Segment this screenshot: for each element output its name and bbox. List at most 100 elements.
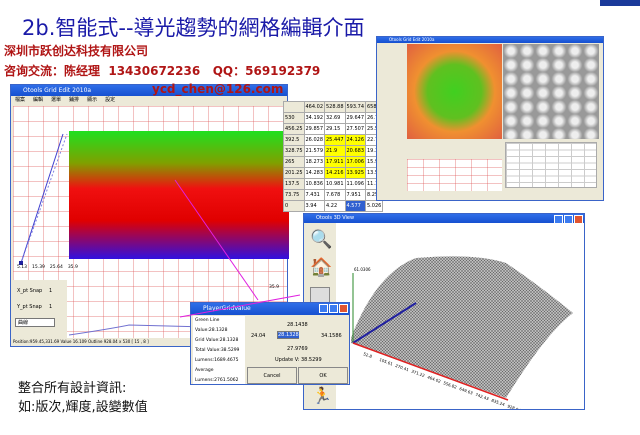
table-cell[interactable]: 10.981 [324,178,346,190]
menu-select[interactable]: 選單 [51,97,62,103]
x-axis-tick: 928.04 [507,403,522,409]
tick: 5.13 [17,265,28,270]
list-item: Total Value:38.5299 [195,348,240,353]
3d-surface[interactable]: 61.0306 52.8 105.61270.41371.22464.02556.… [336,223,584,409]
status-bar: Position:959.45,331.69 Value 16.109 Outl… [13,339,149,344]
table-cell[interactable]: 27.507 [344,123,366,135]
ok-button[interactable]: OK [298,367,348,384]
table-cell[interactable]: 7.678 [324,189,346,201]
list-item: Green Line Value:28.1328 [195,318,228,333]
grid-edit-window: Otools Grid Edit 2010a 檔案 編輯 選單 鋪排 顯示 設定… [10,84,384,347]
table-cell[interactable]: 29.857 [303,123,325,135]
table-cell[interactable]: 17.006 [344,156,366,168]
list-item: Lumens:1689.4675 [195,358,239,363]
profile-curve [19,133,68,265]
table-cell[interactable]: 25.447 [324,134,346,146]
list-item: Grid Value:28.1328 [195,338,239,343]
table-cell[interactable]: 14.216 [324,167,346,179]
cross-section-curve [69,324,284,336]
x-axis-tick: 52.8 [363,351,374,359]
table-row: 201.25 14.283 14.216 13.925 13.55 [283,167,384,179]
maximize-button[interactable] [329,304,338,313]
x-snap-label: X_pt Snap [17,288,43,294]
table-cell[interactable]: 32.69 [324,112,346,124]
menu-edit[interactable]: 編輯 [33,97,44,103]
table-cell[interactable]: 11.096 [344,178,366,190]
table-cell[interactable]: 3.94 [303,200,325,212]
x-snap-stepper[interactable]: 1 [49,288,53,294]
home-icon[interactable]: 🏠 [310,257,333,278]
grid-edit-window-2: Otools Grid Edit 2010a [376,36,604,201]
table-cell[interactable]: 34.192 [303,112,325,124]
tick: 35.9 [67,265,78,270]
table-cell[interactable]: 18.273 [303,156,325,168]
column-header: 593.74 [344,101,366,113]
table-cell[interactable]: 7.951 [344,189,366,201]
company-name: 深圳市跃创达科技有限公司 [4,44,149,58]
corner-bar [600,0,640,6]
luminance-map[interactable] [407,44,502,139]
row-header: 0 [283,200,305,212]
mode-select[interactable]: 曲線 [15,318,55,327]
grid-value-dialog: PlayerGridValue Green Line Value:28.1328… [190,302,350,385]
zoom-icon[interactable]: 🔍 [310,229,333,250]
contact-info: 咨询交流：陈经理 13430672236 QQ：569192379 [4,64,321,78]
row-header: 73.75 [283,189,305,201]
table-cell[interactable]: 4.22 [324,200,346,212]
axis-ticks: 5.13 15.39 25.64 35.9 [17,265,78,270]
table-row: 456.25 29.857 29.15 27.507 25.59 [283,123,384,135]
left-value: 24.04 [251,333,266,339]
table-cell[interactable]: 13.925 [344,167,366,179]
table-row: 0 3.94 4.22 4.577 5.026 [283,200,384,212]
luminance-map[interactable] [69,131,289,259]
top-value: 28.1438 [287,322,308,328]
tick: 25.64 [49,265,63,270]
value-table: 464.02 528.88 593.74 658.6 530 34.192 32.69 29.… [283,101,384,212]
x-axis-tick: 105.61 [379,357,394,367]
column-header: 464.02 [303,101,325,113]
table-row: 530 34.192 32.69 29.647 26.78 [283,112,384,124]
table-cell[interactable]: 26.028 [303,134,325,146]
menu-layout[interactable]: 鋪排 [69,97,80,103]
title-bar: Otools Grid Edit 2010a [11,85,287,96]
caption-line-2: 如:版次,輝度,設變數值 [18,400,148,415]
title-bar: Otools Grid Edit 2010a [377,37,603,43]
email: ycd_chen@126.com [152,82,284,96]
close-button[interactable] [339,304,348,313]
row-header: 265 [283,156,305,168]
cancel-button[interactable]: Cancel [247,367,297,384]
table-cell[interactable]: 24.126 [344,134,366,146]
table-cell[interactable]: 17.911 [324,156,346,168]
info-list[interactable]: Green Line Value:28.1328 Grid Value:28.1… [193,316,245,384]
row-header: 456.25 [283,123,305,135]
tick: 15.39 [32,265,45,270]
update-value: Update V: 38.5299 [275,357,322,363]
grid-value-input[interactable]: 28.1328 [278,332,299,338]
table-cell[interactable]: 4.577 [344,200,366,212]
x-axis-tick: 742.43 [475,392,490,402]
menu-view[interactable]: 顯示 [87,97,98,103]
table-cell[interactable]: 29.15 [324,123,346,135]
minimize-button[interactable] [319,304,328,313]
table-cell[interactable]: 21.579 [303,145,325,157]
run-icon[interactable]: 🏃 [312,386,332,405]
x-axis-tick: 556.82 [443,380,458,390]
row-header: 530 [283,112,305,124]
menu-file[interactable]: 檔案 [15,97,26,103]
cross-section [407,159,502,191]
dot-pattern[interactable] [503,44,599,139]
profile-strip [379,44,405,164]
tick: 35.9 [269,285,280,290]
slide-title: 2b.智能式--導光趨勢的網格編輯介面 [22,16,365,40]
table-cell[interactable]: 20.683 [344,145,366,157]
surface-icon[interactable] [310,287,330,303]
table-cell[interactable]: 21.9 [324,145,346,157]
table-cell[interactable]: 5.026 [364,200,384,212]
table-cell[interactable]: 29.647 [344,112,366,124]
table-row: 328.75 21.579 21.9 20.683 19.33 [283,145,384,157]
table-row: 392.5 26.028 25.447 24.126 22.71 [283,134,384,146]
y-snap-stepper[interactable]: 1 [49,304,53,310]
z-axis-label: 61.0306 [354,267,371,272]
control-panel: X_pt Snap 1 Y_pt Snap 1 曲線 [11,280,67,338]
menu-settings[interactable]: 設定 [105,97,116,103]
